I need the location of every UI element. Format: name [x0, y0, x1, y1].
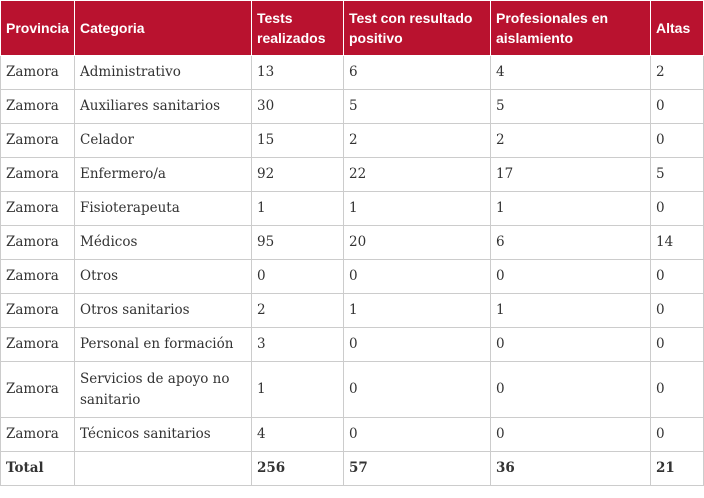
table-row: Zamora Enfermero/a 92 22 17 5 — [0, 157, 704, 192]
cell-positivos: 0 — [343, 327, 491, 362]
cell-tests: 0 — [251, 259, 344, 294]
cell-positivos: 20 — [343, 225, 491, 260]
total-categoria — [74, 451, 252, 486]
cell-altas: 0 — [650, 361, 704, 418]
total-positivos: 57 — [343, 451, 491, 486]
cell-altas: 0 — [650, 123, 704, 158]
cell-provincia: Zamora — [0, 259, 75, 294]
cell-tests: 30 — [251, 89, 344, 124]
cell-provincia: Zamora — [0, 157, 75, 192]
cell-aislamiento: 1 — [490, 191, 651, 226]
cell-aislamiento: 0 — [490, 417, 651, 452]
table-row: Zamora Servicios de apoyo no sanitario 1… — [0, 361, 704, 418]
header-test-positivo: Test con resultado positivo — [343, 0, 491, 56]
cell-categoria: Técnicos sanitarios — [74, 417, 252, 452]
cell-provincia: Zamora — [0, 225, 75, 260]
table-row: Zamora Técnicos sanitarios 4 0 0 0 — [0, 417, 704, 452]
cell-categoria: Personal en formación — [74, 327, 252, 362]
cell-aislamiento: 2 — [490, 123, 651, 158]
cell-aislamiento: 0 — [490, 361, 651, 418]
cell-provincia: Zamora — [0, 123, 75, 158]
cell-altas: 0 — [650, 191, 704, 226]
cell-categoria: Otros sanitarios — [74, 293, 252, 328]
cell-categoria: Enfermero/a — [74, 157, 252, 192]
cell-positivos: 1 — [343, 293, 491, 328]
cell-provincia: Zamora — [0, 361, 75, 418]
cell-provincia: Zamora — [0, 327, 75, 362]
cell-positivos: 2 — [343, 123, 491, 158]
cell-altas: 14 — [650, 225, 704, 260]
cell-categoria: Servicios de apoyo no sanitario — [74, 361, 252, 418]
header-profesionales-aislamiento: Profesionales en aislamiento — [490, 0, 651, 56]
table-row: Zamora Auxiliares sanitarios 30 5 5 0 — [0, 89, 704, 124]
cell-tests: 13 — [251, 55, 344, 90]
total-tests: 256 — [251, 451, 344, 486]
cell-tests: 1 — [251, 191, 344, 226]
table-row: Zamora Otros sanitarios 2 1 1 0 — [0, 293, 704, 328]
total-label: Total — [0, 451, 75, 486]
cell-positivos: 6 — [343, 55, 491, 90]
cell-tests: 95 — [251, 225, 344, 260]
cell-altas: 0 — [650, 259, 704, 294]
header-altas: Altas — [650, 0, 704, 56]
cell-tests: 3 — [251, 327, 344, 362]
header-tests-realizados: Tests realizados — [251, 0, 344, 56]
cell-categoria: Otros — [74, 259, 252, 294]
cell-categoria: Auxiliares sanitarios — [74, 89, 252, 124]
cell-categoria: Administrativo — [74, 55, 252, 90]
cell-aislamiento: 0 — [490, 327, 651, 362]
cell-altas: 5 — [650, 157, 704, 192]
cell-positivos: 0 — [343, 361, 491, 418]
cell-positivos: 1 — [343, 191, 491, 226]
cell-categoria: Médicos — [74, 225, 252, 260]
cell-altas: 2 — [650, 55, 704, 90]
cell-positivos: 5 — [343, 89, 491, 124]
cell-aislamiento: 5 — [490, 89, 651, 124]
table-row: Zamora Administrativo 13 6 4 2 — [0, 55, 704, 90]
cell-tests: 92 — [251, 157, 344, 192]
total-row: Total 256 57 36 21 — [0, 451, 704, 486]
cell-tests: 15 — [251, 123, 344, 158]
cell-aislamiento: 4 — [490, 55, 651, 90]
data-table: Provincia Categoria Tests realizados Tes… — [0, 0, 704, 486]
cell-positivos: 0 — [343, 259, 491, 294]
table-row: Zamora Otros 0 0 0 0 — [0, 259, 704, 294]
cell-aislamiento: 0 — [490, 259, 651, 294]
cell-altas: 0 — [650, 327, 704, 362]
cell-aislamiento: 1 — [490, 293, 651, 328]
header-categoria: Categoria — [74, 0, 252, 56]
table-row: Zamora Celador 15 2 2 0 — [0, 123, 704, 158]
cell-aislamiento: 6 — [490, 225, 651, 260]
cell-positivos: 22 — [343, 157, 491, 192]
cell-tests: 4 — [251, 417, 344, 452]
header-row: Provincia Categoria Tests realizados Tes… — [0, 0, 704, 56]
cell-provincia: Zamora — [0, 293, 75, 328]
cell-provincia: Zamora — [0, 89, 75, 124]
cell-categoria: Fisioterapeuta — [74, 191, 252, 226]
cell-provincia: Zamora — [0, 55, 75, 90]
cell-provincia: Zamora — [0, 191, 75, 226]
table-row: Zamora Médicos 95 20 6 14 — [0, 225, 704, 260]
table-row: Zamora Fisioterapeuta 1 1 1 0 — [0, 191, 704, 226]
header-provincia: Provincia — [0, 0, 75, 56]
cell-tests: 1 — [251, 361, 344, 418]
table-row: Zamora Personal en formación 3 0 0 0 — [0, 327, 704, 362]
cell-categoria: Celador — [74, 123, 252, 158]
cell-positivos: 0 — [343, 417, 491, 452]
cell-tests: 2 — [251, 293, 344, 328]
cell-altas: 0 — [650, 417, 704, 452]
cell-provincia: Zamora — [0, 417, 75, 452]
cell-altas: 0 — [650, 89, 704, 124]
cell-aislamiento: 17 — [490, 157, 651, 192]
total-altas: 21 — [650, 451, 704, 486]
cell-altas: 0 — [650, 293, 704, 328]
total-aislamiento: 36 — [490, 451, 651, 486]
